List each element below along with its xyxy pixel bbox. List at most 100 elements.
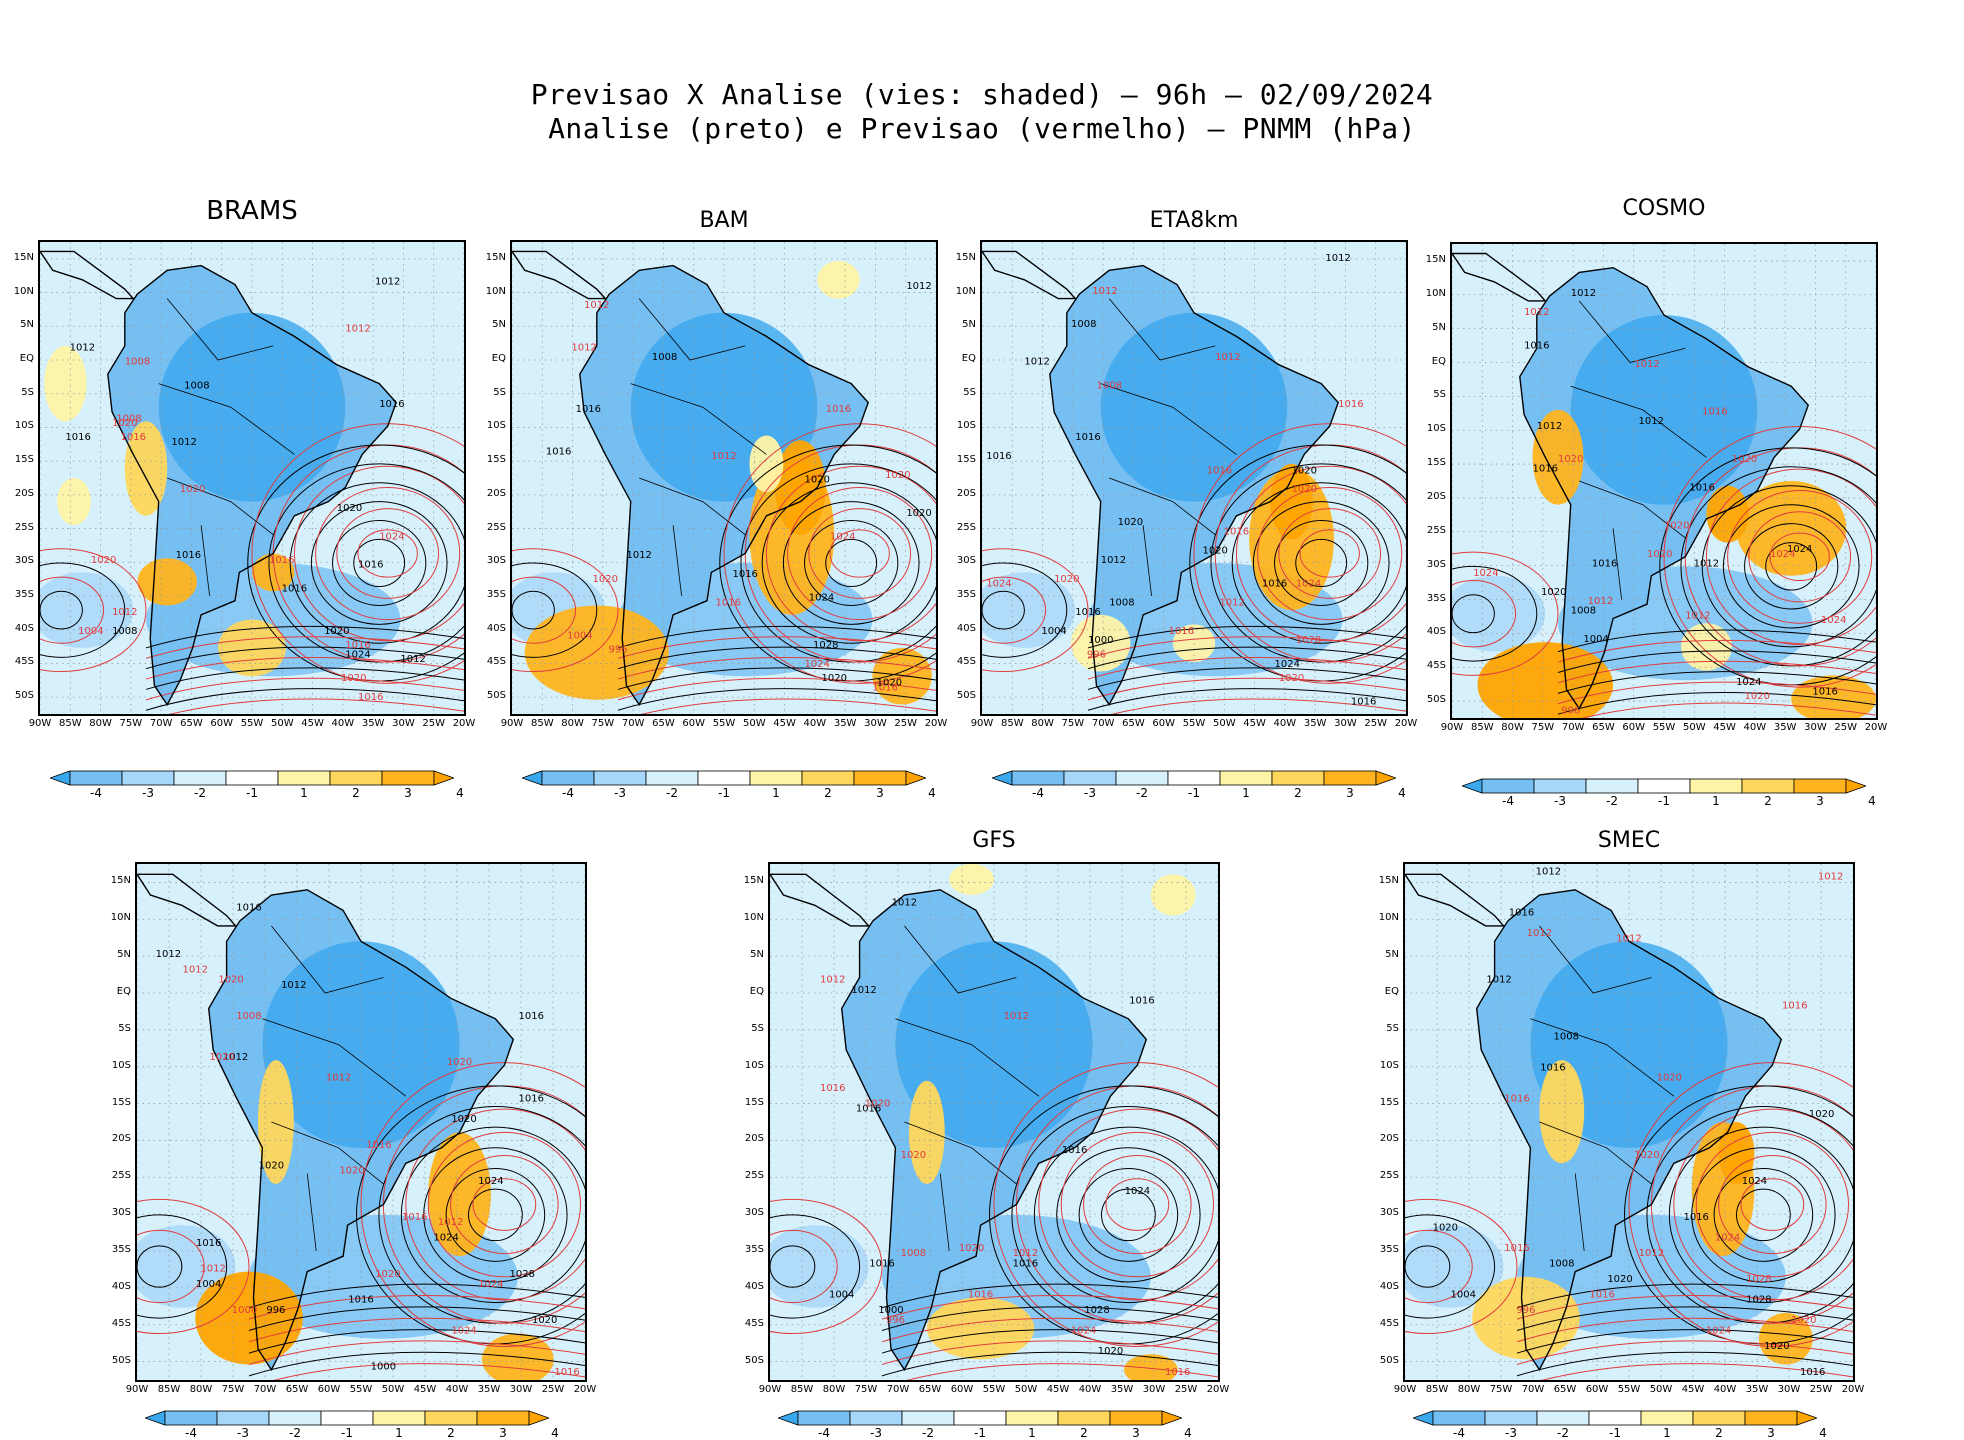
colorbar-tick-label: 2: [447, 1426, 455, 1440]
isobar-label: 1020: [1647, 549, 1672, 560]
latitude-label: EQ: [1431, 355, 1446, 367]
isobar-line: [360, 1062, 585, 1347]
bias-positive-area: [1758, 1312, 1813, 1365]
latitude-label: 5S: [751, 1022, 764, 1034]
colorbar-tick-label: -2: [1606, 794, 1618, 808]
longitude-label: 55W: [712, 718, 736, 729]
latitude-label: 15N: [955, 251, 976, 263]
longitude-label: 90W: [970, 718, 994, 729]
colorbar-tick-label: -4: [90, 786, 102, 800]
latitude-label: 45S: [111, 1317, 131, 1329]
isobar-label: 1012: [70, 343, 95, 354]
isobar-label: 1028: [813, 640, 838, 651]
bias-positive-area: [56, 478, 91, 526]
isobar-line: [289, 482, 464, 644]
bias-positive-area: [1270, 463, 1313, 540]
isobar-line: [1235, 465, 1406, 642]
isobar-label: 1012: [156, 949, 181, 960]
isobar-label: 1012: [400, 654, 425, 665]
map-panel5: 1012 1012 1016 1020 1012 1008 1012 1020 1016 1020…: [135, 862, 587, 1382]
isobar-label: 1020: [1292, 484, 1317, 495]
isobar-line: [617, 688, 936, 711]
isobar-label: 1020: [1558, 454, 1583, 465]
longitude-label: 75W: [1061, 718, 1085, 729]
isobar-line: [1701, 485, 1876, 648]
longitude-label: 70W: [1521, 1384, 1545, 1395]
isobar-label: 1016: [358, 692, 383, 703]
isobar-label: 1004: [1583, 634, 1608, 645]
isobar-label: 1012: [1013, 1248, 1038, 1259]
isobar-label: 1012: [584, 300, 609, 311]
latitude-label: 50S: [744, 1354, 764, 1366]
colorbar-eta8km: [992, 770, 1396, 786]
latitude-label: 40S: [956, 622, 976, 634]
isobar-label: 1016: [1782, 1000, 1807, 1011]
longitude-label: 65W: [1592, 722, 1615, 733]
colorbar-segment: [69, 770, 123, 786]
isobar-line: [450, 1155, 559, 1255]
isobar-label: 1024: [1770, 549, 1795, 560]
country-border: [638, 298, 746, 361]
longitude-label: 25W: [1364, 718, 1388, 729]
latitude-label: 30S: [1426, 558, 1446, 570]
isobar-line: [1718, 1155, 1827, 1255]
latitude-label: 5S: [1433, 389, 1446, 401]
isobar-line: [881, 1295, 1218, 1320]
latitude-label: 10S: [956, 420, 976, 432]
isobar-label: 1008: [1571, 606, 1596, 617]
isobar-label: 1024: [809, 593, 834, 604]
isobar-line: [617, 677, 936, 701]
longitude-label: 90W: [1440, 722, 1464, 733]
latitude-label: 30S: [111, 1207, 131, 1219]
isobar-line: [1274, 519, 1369, 606]
colorbar-segment: [853, 770, 907, 786]
coastline-central-america: [1405, 873, 1506, 927]
colorbar-arrow-low: [1462, 778, 1483, 794]
isobar-label: 1016: [869, 1258, 894, 1269]
isobar-line: [1516, 1317, 1853, 1343]
bias-positive-area: [1172, 624, 1216, 663]
country-border: [166, 298, 274, 361]
isobar-label: 1008: [1071, 319, 1096, 330]
longitude-label: 45W: [1681, 1384, 1705, 1395]
isobar-label: 1020: [91, 555, 116, 566]
isobar-line: [332, 519, 427, 606]
isobar-label: 1020: [1202, 546, 1227, 557]
isobar-line: [1295, 538, 1348, 588]
longitude-label: 65W: [918, 1384, 942, 1395]
colorbar-segment: [381, 770, 435, 786]
colorbar-tick-label: -4: [1502, 794, 1514, 808]
colorbar-segment: [1005, 1410, 1059, 1426]
colorbar-tick-label: -2: [922, 1426, 934, 1440]
bias-positive-area: [218, 619, 286, 677]
country-border: [158, 383, 295, 455]
colorbar-tick-label: 1: [772, 786, 780, 800]
latitude-label: 15N: [1425, 253, 1446, 265]
bias-positive-area: [195, 1271, 303, 1365]
country-border: [1574, 1173, 1585, 1252]
longitude-label: 75W: [221, 1384, 245, 1395]
isobar-label: 1016: [554, 1367, 579, 1378]
longitude-label: 55W: [1182, 718, 1206, 729]
colorbar-segment: [268, 1410, 322, 1426]
isobar-label: 1016: [1540, 1062, 1565, 1073]
latitude-label: 25S: [1426, 524, 1446, 536]
latitude-label: 40S: [1379, 1280, 1399, 1292]
longitude-label: 80W: [1457, 1384, 1481, 1395]
map-brams: 1012 1012 1012 1008 1008 1008 1016 1020 1012 1016…: [38, 240, 466, 716]
longitude-label: 25W: [1809, 1384, 1833, 1395]
colorbar-tick-label: 4: [551, 1426, 559, 1440]
latitude-label: 45S: [1426, 660, 1446, 672]
longitude-label: 60W: [317, 1384, 341, 1395]
isobar-label: 1020: [209, 1052, 234, 1063]
colorbar-tick-label: -2: [289, 1426, 301, 1440]
isobar-label: 996: [1516, 1305, 1535, 1316]
bias-positive-area: [1736, 481, 1847, 576]
country-border: [1108, 298, 1216, 361]
latitude-label: 45S: [486, 656, 506, 668]
colorbar-tick-label: -1: [974, 1426, 986, 1440]
colorbar-arrow-low: [992, 770, 1013, 786]
coastline-south-america: [107, 264, 398, 706]
latitude-label: 15S: [1379, 1096, 1399, 1108]
isobar-line: [1668, 1126, 1853, 1304]
